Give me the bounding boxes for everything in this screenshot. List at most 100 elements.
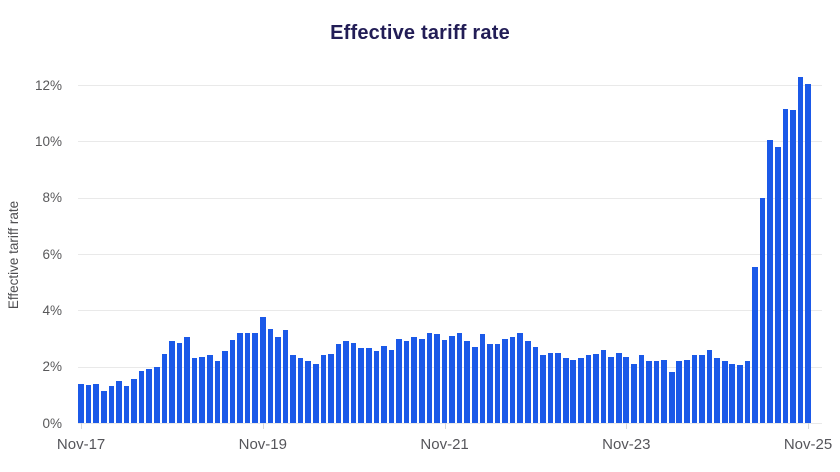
bar (229, 339, 236, 423)
bar (116, 380, 122, 423)
bar (388, 349, 395, 423)
bar (661, 359, 667, 423)
bar (169, 341, 175, 423)
bar (472, 346, 478, 423)
bar (441, 339, 448, 423)
bar (343, 341, 349, 423)
bar (593, 353, 599, 423)
bar (85, 384, 92, 423)
bar (737, 365, 743, 423)
x-tick-label: Nov-23 (602, 436, 651, 453)
bar (562, 358, 569, 423)
bar (585, 355, 592, 423)
gridline (78, 310, 822, 312)
bar (676, 361, 683, 423)
bar (237, 332, 243, 423)
bar (252, 332, 259, 423)
bar (350, 342, 357, 423)
bar (790, 110, 796, 423)
bar (502, 338, 508, 423)
bar (464, 341, 471, 423)
bar (396, 338, 402, 423)
y-tick-label: 2% (42, 359, 62, 375)
bar (138, 370, 145, 423)
bar (297, 358, 304, 423)
x-tick-mark (262, 423, 264, 429)
bar (653, 361, 660, 423)
bar (260, 317, 266, 423)
bar (509, 337, 516, 423)
x-tick-mark (444, 423, 446, 429)
x-tick-label: Nov-19 (238, 436, 287, 453)
bar (744, 361, 751, 423)
y-tick-label: 10% (34, 133, 62, 149)
x-tick-label: Nov-21 (420, 436, 469, 453)
bar (449, 335, 455, 423)
gridline (78, 197, 822, 199)
gridline (78, 141, 822, 143)
y-tick-label: 8% (42, 190, 62, 206)
bar (267, 328, 274, 423)
x-tick-label: Nov-17 (56, 436, 106, 453)
bar (244, 332, 251, 423)
bar (146, 369, 153, 423)
bar (275, 337, 281, 423)
bar (78, 383, 84, 423)
bar (93, 383, 100, 423)
bar (335, 344, 342, 423)
bar (373, 351, 380, 423)
gridline (78, 254, 822, 255)
bar (782, 108, 789, 423)
bar (570, 359, 577, 423)
bar (638, 355, 645, 423)
bar (494, 344, 501, 423)
y-axis-title: Effective tariff rate (6, 200, 21, 310)
bar (419, 338, 425, 423)
bar (101, 390, 107, 423)
bar (381, 345, 387, 423)
bar (608, 356, 614, 423)
bar (176, 342, 183, 423)
bar (403, 341, 410, 423)
bar (456, 332, 463, 423)
bar (517, 332, 524, 423)
bar (313, 363, 319, 423)
bar (699, 355, 705, 423)
bar (774, 146, 781, 423)
bar (434, 334, 440, 423)
bar (752, 266, 758, 423)
bar (191, 358, 198, 423)
bar (320, 355, 327, 423)
bar (366, 348, 372, 423)
bar (631, 363, 637, 423)
bar (358, 348, 365, 423)
bar (540, 355, 546, 423)
bar (729, 363, 736, 423)
bar (668, 372, 675, 423)
bar (305, 361, 312, 423)
chart-title: Effective tariff rate (330, 22, 510, 44)
bar (479, 334, 486, 423)
y-tick-label: 6% (42, 246, 62, 262)
bar (131, 379, 137, 423)
bar (684, 359, 690, 423)
bar (328, 353, 334, 423)
y-tick-label: 4% (42, 302, 62, 318)
bar (222, 351, 228, 423)
y-tick-label: 0% (42, 415, 62, 431)
x-tick-mark (81, 423, 83, 429)
bar (207, 355, 213, 423)
bar (767, 139, 773, 423)
bar (487, 344, 493, 423)
bar (214, 361, 221, 423)
bar (615, 352, 622, 423)
x-tick-label: Nov-25 (783, 436, 833, 453)
bar (426, 332, 433, 423)
bar (578, 358, 584, 423)
bar (646, 361, 652, 423)
bar (411, 337, 418, 423)
bar (691, 355, 698, 423)
bar (290, 355, 296, 423)
bar (714, 358, 720, 423)
